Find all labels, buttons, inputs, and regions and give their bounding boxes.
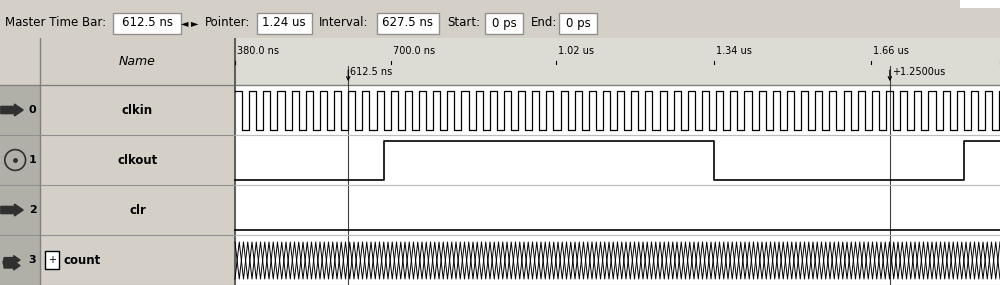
- FancyBboxPatch shape: [0, 135, 40, 185]
- Text: 612.5 ns: 612.5 ns: [122, 17, 173, 30]
- Text: +1.2500us: +1.2500us: [892, 67, 945, 77]
- Text: 1.66 us: 1.66 us: [873, 46, 909, 56]
- Text: count: count: [64, 253, 101, 266]
- FancyBboxPatch shape: [40, 85, 235, 135]
- FancyBboxPatch shape: [0, 85, 40, 135]
- Text: clkout: clkout: [117, 154, 158, 166]
- Text: 380.0 ns: 380.0 ns: [237, 46, 279, 56]
- FancyArrow shape: [4, 256, 20, 264]
- FancyBboxPatch shape: [40, 235, 235, 285]
- FancyBboxPatch shape: [257, 13, 312, 34]
- FancyBboxPatch shape: [377, 13, 439, 34]
- Text: 612.5 ns: 612.5 ns: [350, 67, 392, 77]
- FancyBboxPatch shape: [559, 13, 597, 34]
- FancyBboxPatch shape: [40, 135, 235, 185]
- FancyArrow shape: [1, 204, 23, 216]
- FancyBboxPatch shape: [0, 38, 235, 85]
- Text: ►: ►: [191, 18, 199, 28]
- Text: 700.0 ns: 700.0 ns: [393, 46, 435, 56]
- Circle shape: [3, 258, 12, 267]
- FancyBboxPatch shape: [485, 13, 523, 34]
- Text: Pointer:: Pointer:: [205, 17, 250, 30]
- Text: 627.5 ns: 627.5 ns: [382, 17, 434, 30]
- FancyBboxPatch shape: [235, 235, 1000, 285]
- Text: 1.24 us: 1.24 us: [262, 17, 306, 30]
- Text: 0 ps: 0 ps: [566, 17, 590, 30]
- Text: 2: 2: [29, 205, 37, 215]
- Text: 1: 1: [29, 155, 37, 165]
- FancyBboxPatch shape: [113, 13, 181, 34]
- Text: 0: 0: [29, 105, 36, 115]
- Text: Name: Name: [119, 55, 156, 68]
- Text: 3: 3: [29, 255, 36, 265]
- FancyBboxPatch shape: [45, 251, 59, 269]
- Text: ◄: ◄: [181, 18, 189, 28]
- Text: clkin: clkin: [122, 103, 153, 117]
- FancyBboxPatch shape: [235, 38, 1000, 85]
- FancyBboxPatch shape: [235, 185, 1000, 235]
- Text: Master Time Bar:: Master Time Bar:: [5, 17, 106, 30]
- Text: 0 ps: 0 ps: [492, 17, 516, 30]
- Text: End:: End:: [531, 17, 557, 30]
- Text: Start:: Start:: [447, 17, 480, 30]
- Text: +: +: [48, 255, 56, 265]
- FancyArrow shape: [4, 261, 20, 270]
- FancyBboxPatch shape: [960, 0, 1000, 8]
- FancyBboxPatch shape: [40, 185, 235, 235]
- FancyBboxPatch shape: [0, 235, 40, 285]
- Text: Interval:: Interval:: [319, 17, 368, 30]
- FancyBboxPatch shape: [235, 135, 1000, 185]
- Text: clr: clr: [129, 203, 146, 217]
- Text: 1.02 us: 1.02 us: [558, 46, 594, 56]
- FancyBboxPatch shape: [0, 185, 40, 235]
- FancyBboxPatch shape: [235, 85, 1000, 135]
- Text: 1.34 us: 1.34 us: [716, 46, 752, 56]
- FancyArrow shape: [1, 104, 23, 116]
